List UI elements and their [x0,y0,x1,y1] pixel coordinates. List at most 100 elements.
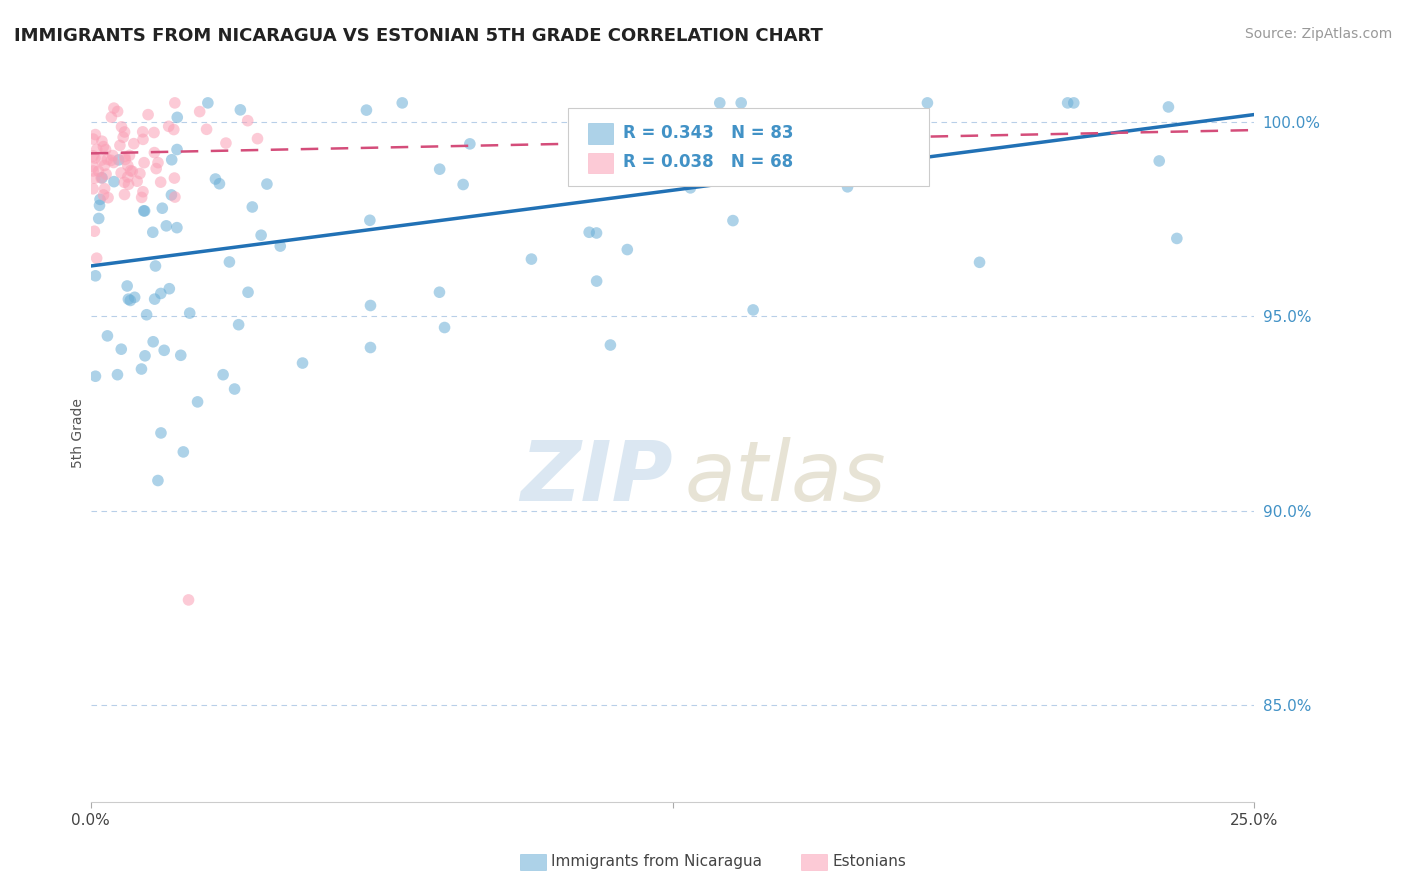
Point [132,155,155,169]
Point [131,362,153,376]
Point [90,170,112,185]
Point [195,122,218,136]
Point [360,298,382,312]
Point [1157,100,1180,114]
Point [143,292,166,306]
Point [709,95,731,110]
Point [616,243,638,257]
Point [114,187,136,202]
Point [163,122,186,136]
Point [256,177,278,191]
Point [837,179,859,194]
Point [157,120,180,134]
Point [89,193,111,207]
Point [93,139,115,153]
Point [110,342,132,356]
Point [359,213,381,227]
Point [112,175,135,189]
Point [89,198,111,212]
Point [163,171,186,186]
Point [149,175,172,189]
Point [969,255,991,269]
Point [91,170,114,185]
Point [228,318,250,332]
Point [359,341,381,355]
Point [177,593,200,607]
Point [117,169,139,184]
Point [291,356,314,370]
Point [112,130,135,145]
Point [585,226,607,240]
Point [236,285,259,300]
Point [520,252,543,266]
Text: Estonians: Estonians [832,855,907,869]
Point [96,329,118,343]
Point [721,213,744,227]
Text: Immigrants from Nicaragua: Immigrants from Nicaragua [551,855,762,869]
Point [208,177,231,191]
Point [110,166,132,180]
Point [215,136,238,150]
Point [163,95,186,110]
Point [117,292,139,306]
Point [145,259,167,273]
Point [115,279,138,293]
Point [108,138,131,153]
Point [204,172,226,186]
Point [114,153,136,167]
Point [179,306,201,320]
Text: R = 0.343   N = 83: R = 0.343 N = 83 [623,124,793,142]
Point [160,188,183,202]
Point [679,181,702,195]
Point [1147,153,1170,168]
Point [114,149,136,163]
Point [86,142,108,156]
Point [107,104,129,119]
Point [135,308,157,322]
Y-axis label: 5th Grade: 5th Grade [72,398,86,468]
Point [188,104,211,119]
Point [356,103,378,117]
Point [578,225,600,239]
Point [429,285,451,300]
Point [127,174,149,188]
Point [166,143,188,157]
Point [187,395,209,409]
Point [97,191,120,205]
Point [107,153,129,167]
Point [212,368,235,382]
Point [82,182,104,196]
Point [136,108,159,122]
Point [96,153,118,167]
Point [142,225,165,239]
Point [82,149,104,163]
Text: R = 0.038   N = 68: R = 0.038 N = 68 [623,153,793,171]
Point [142,334,165,349]
Point [131,190,153,204]
Point [134,349,156,363]
Point [146,474,169,488]
Point [391,95,413,110]
Point [93,158,115,172]
Point [155,219,177,233]
Point [84,268,107,283]
Point [100,110,122,124]
Point [1056,95,1078,110]
Point [117,159,139,173]
Point [94,167,117,181]
Point [132,203,155,218]
Point [229,103,252,117]
Point [917,95,939,110]
Point [82,132,104,146]
FancyBboxPatch shape [568,108,928,186]
Point [114,125,136,139]
Point [146,155,169,169]
Point [82,160,104,174]
Point [157,282,180,296]
Point [122,136,145,151]
Point [1063,95,1085,110]
Point [132,132,155,146]
Point [83,171,105,186]
Point [132,185,155,199]
Point [143,145,166,160]
